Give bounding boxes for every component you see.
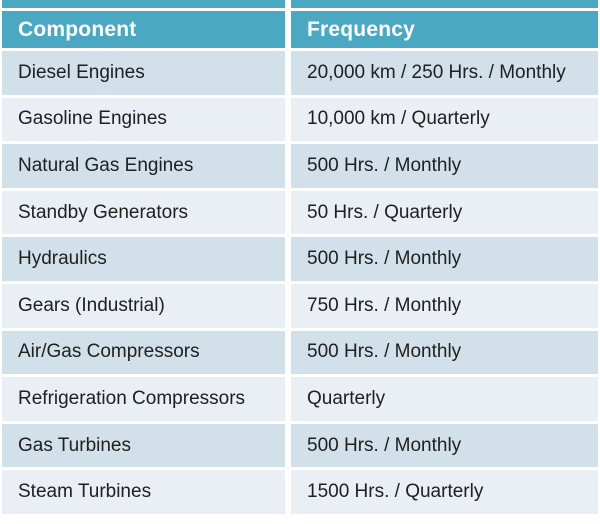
frequency-cell: 500 Hrs. / Monthly bbox=[291, 423, 598, 468]
component-cell: Natural Gas Engines bbox=[2, 144, 285, 188]
frequency-cell: 50 Hrs. / Quarterly bbox=[291, 190, 598, 235]
component-cell: Steam Turbines bbox=[2, 470, 285, 514]
component-cell: Gas Turbines bbox=[2, 423, 285, 468]
component-cell: Gears (Industrial) bbox=[2, 283, 285, 328]
component-cell: Refrigeration Compressors bbox=[2, 377, 285, 421]
component-cell: Hydraulics bbox=[2, 237, 285, 281]
header-cap-strip-component bbox=[2, 0, 285, 8]
column-header-frequency: Frequency bbox=[291, 11, 598, 48]
component-cell: Air/Gas Compressors bbox=[2, 330, 285, 375]
component-cell: Gasoline Engines bbox=[2, 97, 285, 142]
frequency-cell: 500 Hrs. / Monthly bbox=[291, 330, 598, 375]
component-cell: Diesel Engines bbox=[2, 51, 285, 95]
frequency-cell: 500 Hrs. / Monthly bbox=[291, 144, 598, 188]
header-cap-strip-frequency bbox=[291, 0, 598, 8]
frequency-cell: 1500 Hrs. / Quarterly bbox=[291, 470, 598, 514]
column-header-component: Component bbox=[2, 11, 285, 48]
frequency-cell: 20,000 km / 250 Hrs. / Monthly bbox=[291, 51, 598, 95]
frequency-cell: 10,000 km / Quarterly bbox=[291, 97, 598, 142]
frequency-cell: 750 Hrs. / Monthly bbox=[291, 283, 598, 328]
component-cell: Standby Generators bbox=[2, 190, 285, 235]
frequency-cell: Quarterly bbox=[291, 377, 598, 421]
frequency-cell: 500 Hrs. / Monthly bbox=[291, 237, 598, 281]
